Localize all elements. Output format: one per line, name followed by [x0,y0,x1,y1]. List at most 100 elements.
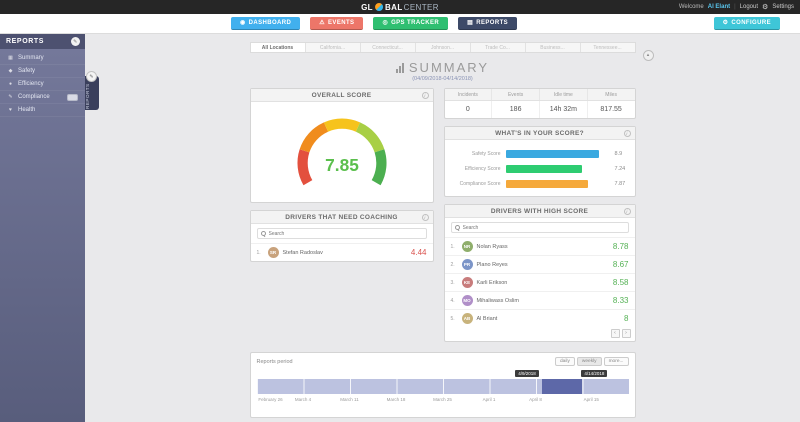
compliance-score-label: Compliance Score [459,180,501,187]
gear-icon: ⚙ [762,4,769,11]
axis-label: April 15 [583,397,599,402]
score-bars: Safety Score 8.9 Efficiency Score 7.24 C… [445,140,635,196]
weekly-button[interactable]: weekly [576,357,602,366]
prev-page-button[interactable]: ‹ [610,329,620,338]
high-score-driver-row[interactable]: 4. MO Mihaliwass Oslim 8.33 [444,291,635,309]
logo-bal: BAL [384,2,403,12]
safety-score-bar [505,149,599,158]
stat-value-miles: 817.55 [600,106,622,113]
info-icon[interactable]: i [421,92,429,99]
stat-header-incidents: Incidents [445,89,493,100]
driver-avatar: AB [461,313,473,324]
logo[interactable]: GL BAL CENTER [361,0,439,14]
globe-icon [374,3,383,11]
date-range: (04/09/2018-04/14/2018) [412,76,473,82]
settings-link[interactable]: Settings [772,4,794,10]
period-buttons: daily weekly more... [555,357,629,366]
compliance-score-value: 7.87 [614,180,626,187]
sidebar-item-label: Safety [18,68,36,74]
page-title: SUMMARY [250,60,636,75]
compliance-score-bar [505,179,589,188]
nav-configure-button[interactable]: ⚙ CONFIGURE [713,17,780,30]
sidebar-item-efficiency[interactable]: ● Efficiency [0,78,85,91]
coaching-title: DRIVERS THAT NEED COACHING [285,213,398,221]
reports-period-card: Reports period daily weekly more... 4/9/… [249,352,636,418]
selection-end-tooltip: 4/14/2018 [581,370,608,377]
nav-dashboard-label: DASHBOARD [248,20,292,26]
nav-events-button[interactable]: ⚠ EVENTS [310,17,364,30]
high-score-driver-row[interactable]: 1. NR Nolan Ryass 8.78 [444,237,635,255]
reports-edge-tab[interactable]: ✎ REPORTS [85,71,99,110]
overall-score-gauge: 7.85 [251,102,433,202]
fleet-stats-card: Incidents Events Idle time Miles 0 186 1… [443,88,636,119]
sidebar-menu: ▦ Summary ◆ Safety ● Efficiency ✎ Compli… [0,49,85,117]
high-score-driver-row[interactable]: 2. PR Plano Reyes 8.67 [444,255,635,273]
driver-score: 4.44 [410,248,427,257]
driver-rank: 2. [450,261,455,268]
driver-rank: 3. [450,279,455,286]
user-name[interactable]: Al Elant [707,4,731,10]
high-score-search-input[interactable] [462,224,625,231]
collapse-button[interactable]: ▴ [642,50,654,61]
stat-header-events: Events [492,89,540,100]
main-nav: ◉ DASHBOARD ⚠ EVENTS ◎ GPS TRACKER ▤ REP… [0,14,800,34]
driver-avatar: NR [461,241,473,252]
timeline-selection-handle[interactable] [542,379,583,394]
nav-events-label: EVENTS [328,20,355,26]
stats-headers: Incidents Events Idle time Miles [444,89,635,101]
stat-header-idle-time: Idle time [540,89,588,100]
compliance-badge-icon [67,93,78,101]
coaching-search-input[interactable] [268,230,423,237]
driver-name: Karli Erikson [476,279,508,286]
driver-rank: 1. [450,243,455,250]
top-right-menu: Welcome Al Elant | Logout ⚙ Settings [679,0,794,14]
daily-button[interactable]: daily [555,357,575,366]
dashboard-grid: OVERALL SCORE i 7.85 [249,88,636,342]
driver-rank: 4. [450,297,455,304]
high-score-driver-row[interactable]: 3. KE Karli Erikson 8.58 [444,273,635,291]
edit-icon[interactable]: ✎ [71,37,80,46]
stat-header-miles: Miles [605,91,617,98]
nav-dashboard-button[interactable]: ◉ DASHBOARD [231,17,301,30]
tab-location-3[interactable]: Johnson... [416,43,471,52]
reports-edge-label: REPORTS [85,83,90,109]
heart-icon: ♥ [9,107,12,113]
tab-location-5[interactable]: Business... [526,43,581,52]
nav-reports-label: REPORTS [476,20,509,26]
summary-icon: ▦ [8,55,13,61]
tab-location-1[interactable]: California... [306,43,361,52]
events-icon: ⚠ [319,20,326,26]
nav-reports-button[interactable]: ▤ REPORTS [458,17,518,30]
sidebar-item-compliance[interactable]: ✎ Compliance [0,91,85,104]
info-icon[interactable]: i [623,208,631,215]
score-breakdown-card: WHAT'S IN YOUR SCORE? i Safety Score 8.9… [443,126,636,197]
info-icon[interactable]: i [623,130,631,137]
info-icon[interactable]: i [421,214,429,221]
driver-name: Plano Reyes [476,261,508,268]
sidebar-item-health[interactable]: ♥ Health [0,104,85,117]
gps-pin-icon: ◎ [382,20,389,26]
axis-label: March 11 [340,397,359,402]
reports-period-title: Reports period [256,358,293,365]
more-button[interactable]: more... [603,357,629,366]
safety-score-label: Safety Score [471,150,501,157]
driver-score: 8.78 [612,242,629,251]
sidebar-item-summary[interactable]: ▦ Summary [0,52,85,65]
driver-avatar: KE [461,277,473,288]
axis-label: February 26 [258,397,283,402]
coaching-driver-row[interactable]: 1. SR Stefan Radoslav 4.44 [250,243,433,261]
high-score-title: DRIVERS WITH HIGH SCORE [490,207,589,215]
next-page-button[interactable]: › [621,329,631,338]
logout-link[interactable]: Logout [739,4,759,10]
nav-gps-tracker-button[interactable]: ◎ GPS TRACKER [373,17,449,30]
timeline-band[interactable] [256,379,629,394]
tab-all-locations[interactable]: All Locations [250,43,306,52]
tab-location-4[interactable]: Trade Co... [471,43,526,52]
tab-location-2[interactable]: Connecticut... [361,43,416,52]
tab-location-6[interactable]: Tennessee... [593,44,622,51]
axis-label: March 18 [386,397,406,402]
high-score-driver-row[interactable]: 5. AB Al Briant 8 [444,309,635,327]
bar-chart-icon [395,62,404,73]
sidebar-item-safety[interactable]: ◆ Safety [0,65,85,78]
